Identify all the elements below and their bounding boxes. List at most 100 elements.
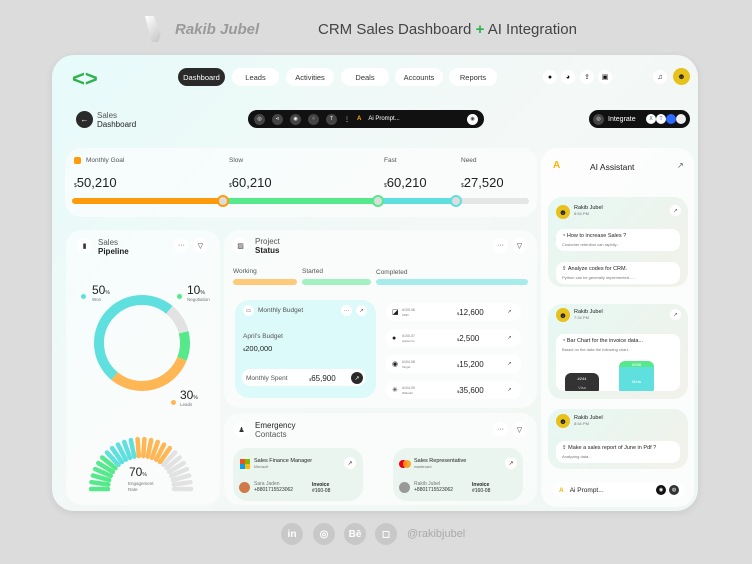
filter-icon[interactable]: ▽ <box>512 422 527 437</box>
chat-message[interactable]: ⇪ Make a sales report of June in Pdf ? An… <box>556 441 680 463</box>
settings-icon[interactable]: ◉ <box>290 113 301 125</box>
invoice-row[interactable]: ✳ #104-09 Walmart $35,600 ↗ <box>386 381 521 399</box>
back-button[interactable]: ← <box>76 111 93 128</box>
nav-reports[interactable]: Reports <box>449 68 497 86</box>
microsoft-icon <box>240 459 250 469</box>
behance-icon[interactable]: Bē <box>344 523 366 545</box>
dribbble-icon[interactable]: ◎ <box>313 523 335 545</box>
wallet-icon[interactable]: ▣ <box>598 70 612 84</box>
contact-invoice: Invoice #160-08 <box>312 482 331 494</box>
nav-deals[interactable]: Deals <box>341 68 389 86</box>
project-title: Project Status <box>255 237 280 255</box>
excel-icon[interactable]: X <box>646 114 656 124</box>
headline-plus: + <box>475 21 485 38</box>
gauge-tick <box>157 445 173 465</box>
linkedin-icon[interactable]: in <box>281 523 303 545</box>
negotiation-value: 10% <box>187 283 205 297</box>
chat-thread: ☻ Rakib Jubel 8:54 PM ↗ ◔ How to increase… <box>548 197 688 287</box>
open-arrow-icon[interactable]: ↗ <box>504 358 515 370</box>
headline-text-2: AI Integration <box>487 21 577 38</box>
gauge-tick <box>122 439 133 461</box>
amazon-icon[interactable] <box>676 114 686 124</box>
text-icon[interactable]: T <box>326 113 337 125</box>
more-icon[interactable]: ⋮ <box>344 116 350 123</box>
goal-bar-marker[interactable] <box>216 195 229 207</box>
ai-logo-icon: A <box>553 160 561 171</box>
donut-segment-other <box>166 306 189 334</box>
send-icon[interactable]: ◉ <box>467 113 478 125</box>
invoice-row[interactable]: ◪ #100-06 AMD $12,600 ↗ <box>386 303 521 321</box>
monthly-spent-row[interactable] <box>242 369 366 386</box>
nav-leads[interactable]: Leads <box>232 68 279 86</box>
pie-chart-icon[interactable]: ◕ <box>561 70 575 84</box>
more-options-button[interactable]: ··· <box>341 305 352 316</box>
goal-bar-marker[interactable] <box>449 195 462 207</box>
instagram-icon[interactable]: ◻ <box>375 523 397 545</box>
donut-segment-leads <box>111 356 187 391</box>
chat-message[interactable]: ◔ How to increase Sales ? Customer retent… <box>556 229 680 251</box>
invoice-row[interactable]: ◉ #104-08 Target $15,200 ↗ <box>386 355 521 373</box>
contact-role: Sales Representative mastercard <box>414 458 467 469</box>
goal-bar-marker[interactable] <box>372 195 385 207</box>
share-icon[interactable]: ⋖ <box>272 113 283 125</box>
gauge-tick <box>99 455 118 471</box>
open-arrow-icon[interactable]: ↗ <box>670 205 681 216</box>
nav-accounts[interactable]: Accounts <box>395 68 443 86</box>
nav-activities[interactable]: Activities <box>286 68 334 86</box>
open-arrow-icon[interactable]: ↗ <box>677 161 684 170</box>
open-arrow-icon[interactable]: ↗ <box>670 309 681 320</box>
chat-message[interactable]: ⇪ Analyze codes for CRM. Python can be ge… <box>556 262 680 284</box>
footer-handle: @rakibjubel <box>407 528 466 540</box>
filter-icon[interactable]: ▽ <box>512 238 527 253</box>
integrate-button[interactable]: ◎ Integrate X T <box>589 110 690 128</box>
goal-icon <box>74 157 81 164</box>
nav-dashboard[interactable]: Dashboard <box>178 68 225 86</box>
gauge-tick <box>90 473 112 483</box>
invoice-row[interactable]: ● #100-07 Apple Inc. $2,500 ↗ <box>386 329 521 347</box>
chat-message[interactable]: ◔ Bar Chart for the invoice data... Based… <box>556 334 680 391</box>
prompt-placeholder: Ai Prompt... <box>569 486 604 494</box>
teams-icon[interactable]: T <box>656 114 666 124</box>
gauge-tick <box>128 437 137 459</box>
dribbble-icon[interactable]: ◍ <box>669 485 679 495</box>
gauge-tick <box>145 437 154 459</box>
open-arrow-icon[interactable]: ↗ <box>505 457 517 469</box>
contact-avatar <box>399 482 410 493</box>
pipeline-title: Sales Pipeline <box>98 238 129 256</box>
fast-label: Fast <box>384 157 397 164</box>
bell-icon[interactable]: ♫ <box>653 70 667 84</box>
won-value: 50% <box>92 283 110 297</box>
open-arrow-icon[interactable]: ↗ <box>504 384 515 396</box>
stage-started-bar <box>302 279 371 285</box>
more-options-button[interactable]: ··· <box>493 238 508 253</box>
pipeline-donut-chart <box>94 295 190 391</box>
ai-toolbar: ◎ ⋖ ◉ ⁘ T ⋮ A Ai Prompt... ◉ <box>248 110 484 128</box>
open-arrow-icon[interactable]: ↗ <box>504 306 515 318</box>
headline-text: CRM Sales Dashboard <box>318 21 472 38</box>
export-icon[interactable]: ⇪ <box>580 70 594 84</box>
app-logo-icon[interactable]: <> <box>72 66 98 91</box>
gauge-tick <box>115 442 129 462</box>
integrate-label: Integrate <box>608 115 636 123</box>
contact-card[interactable] <box>233 448 363 501</box>
contact-card[interactable] <box>393 448 523 501</box>
open-arrow-icon[interactable]: ↗ <box>356 305 367 316</box>
zoom-icon[interactable] <box>666 114 676 124</box>
need-value: $27,520 <box>461 175 504 190</box>
toolbar-prompt-input[interactable]: Ai Prompt... <box>368 116 400 122</box>
engagement-value: 70% <box>129 465 147 479</box>
grid-icon[interactable]: ⁘ <box>308 113 319 125</box>
bar-meta: #258 Meta <box>619 361 654 391</box>
more-options-button[interactable]: ··· <box>174 238 189 253</box>
assistant-prompt-input[interactable]: A Ai Prompt... ◉ ◍ <box>554 482 684 498</box>
open-arrow-icon[interactable]: ↗ <box>504 332 515 344</box>
filter-icon[interactable]: ▽ <box>193 238 208 253</box>
target-tool-icon[interactable]: ◎ <box>254 113 265 125</box>
open-arrow-icon[interactable]: ↗ <box>344 457 356 469</box>
spent-open-button[interactable]: ↗ <box>351 372 363 384</box>
eye-icon[interactable]: ◉ <box>656 485 666 495</box>
record-icon[interactable]: ● <box>543 70 557 84</box>
more-options-button[interactable]: ··· <box>493 422 508 437</box>
budget-amount: $200,000 <box>243 344 273 353</box>
user-avatar[interactable]: ☻ <box>673 68 690 85</box>
